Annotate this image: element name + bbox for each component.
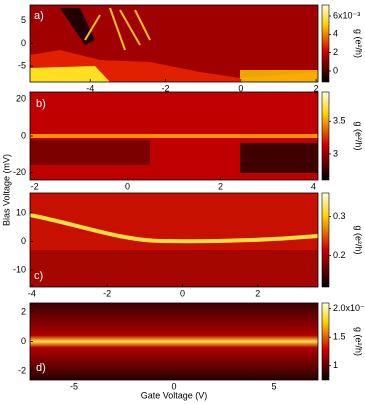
y-tick-label: 2 — [21, 306, 26, 316]
y-axis-label: Bias Voltage (mV) — [1, 154, 11, 226]
colorbar-label: g (e²/h) — [354, 327, 364, 356]
x-tick-label: -2 — [103, 288, 111, 298]
y-tick-label: -10 — [13, 264, 26, 274]
x-tick-label: 2 — [314, 83, 319, 93]
y-tick-label: -5 — [18, 61, 26, 71]
panel-label: c) — [34, 270, 43, 282]
colorbar — [321, 4, 330, 83]
colorbar-tick-label: 0.3 — [333, 211, 346, 221]
heatmap-image — [30, 5, 318, 82]
colorbar-tick-label: 3 — [333, 148, 338, 158]
panel-label: a) — [34, 10, 44, 22]
x-tick-label: -4 — [28, 288, 36, 298]
x-tick-label: -2 — [31, 181, 39, 191]
x-axis-label: Gate Voltage (V) — [141, 390, 208, 400]
heatmap-image — [29, 193, 319, 287]
colorbar-tick-label: 1 — [333, 360, 338, 370]
colorbar-tick-label: 0.2 — [333, 250, 346, 260]
y-tick-label: 0 — [21, 236, 26, 246]
x-tick-label: -5 — [70, 381, 78, 391]
x-tick-label: -4 — [86, 83, 94, 93]
heatmap-image — [30, 92, 318, 180]
x-tick-label: 0 — [238, 83, 243, 93]
heatmap-image — [30, 303, 318, 380]
x-tick-label: 2 — [255, 288, 260, 298]
colorbar-label: g (e²/h) — [354, 121, 364, 150]
plot-frame — [29, 192, 319, 288]
colorbar-tick-label: 2.0x10⁻² — [333, 303, 365, 313]
x-tick-label: 0 — [180, 288, 185, 298]
colorbar — [321, 192, 330, 288]
colorbar-tick-label: 3.5 — [333, 116, 346, 126]
colorbar — [321, 302, 330, 381]
y-tick-label: 0 — [21, 130, 26, 140]
x-tick-label: 5 — [271, 381, 276, 391]
x-tick-label: 2 — [218, 181, 223, 191]
panel-label: b) — [36, 98, 46, 110]
colorbar-tick-label: 2 — [333, 47, 338, 57]
colorbar-tick-label: 6x10⁻³ — [333, 10, 360, 20]
panel-label: d) — [36, 362, 46, 374]
y-tick-label: -2 — [18, 365, 26, 375]
y-tick-label: 0 — [21, 38, 26, 48]
colorbar-label: g (e²/h) — [354, 29, 364, 58]
y-tick-label: 5 — [21, 15, 26, 25]
y-tick-label: 10 — [16, 207, 26, 217]
colorbar-tick-label: 1.5 — [333, 332, 346, 342]
y-tick-label: 20 — [16, 94, 26, 104]
colorbar — [321, 91, 330, 181]
y-tick-label: 0 — [21, 336, 26, 346]
colorbar-tick-label: 0 — [333, 65, 338, 75]
x-tick-label: -2 — [162, 83, 170, 93]
colorbar-tick-label: 4 — [333, 29, 338, 39]
y-tick-label: -20 — [13, 167, 26, 177]
x-tick-label: 0 — [125, 181, 130, 191]
x-tick-label: 0 — [171, 381, 176, 391]
x-tick-label: 4 — [311, 181, 316, 191]
colorbar-label: g (e²/h) — [354, 225, 364, 254]
